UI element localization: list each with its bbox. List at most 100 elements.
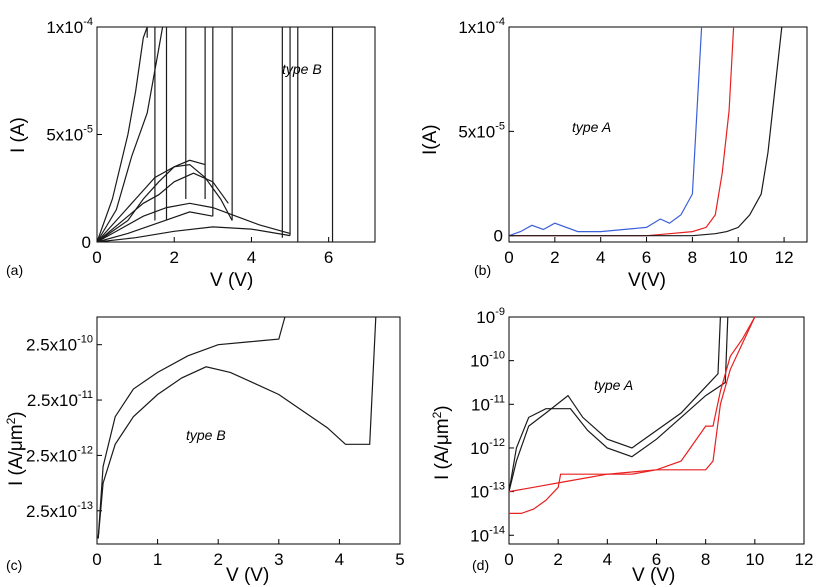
panel-a-frame bbox=[96, 26, 376, 243]
y-tick-mantissa: 10 bbox=[476, 308, 495, 327]
y-tick-label: 0 bbox=[82, 233, 91, 252]
y-tick-mantissa: 5x10 bbox=[458, 122, 495, 141]
x-tick-label: 2 bbox=[213, 550, 222, 569]
panel-c-y-label-sup: 2 bbox=[4, 417, 18, 424]
panel-a-x-label: V (V) bbox=[210, 270, 253, 291]
panel-d-y-label-end: ) bbox=[432, 405, 453, 411]
series-red2 bbox=[508, 316, 756, 493]
x-tick-label: 6 bbox=[324, 248, 333, 267]
x-tick-label: 2 bbox=[553, 550, 562, 569]
panel-d-y-label-main: I (A/μm bbox=[432, 418, 453, 480]
series-a6 bbox=[96, 211, 213, 243]
y-tick-mantissa: 10 bbox=[470, 352, 489, 371]
panel-b-label: (b) bbox=[474, 262, 491, 278]
panel-a-y-ticks: 0 5x10-5 1x10-4 bbox=[46, 16, 102, 252]
y-tick-label: 5x10-5 bbox=[46, 124, 93, 145]
panel-d-y-label: I (A/μm2) bbox=[430, 405, 453, 480]
x-tick-label: 2 bbox=[169, 248, 178, 267]
panel-d-x-label: V (V) bbox=[632, 565, 675, 586]
x-tick-label: 2 bbox=[550, 248, 559, 267]
series-a1 bbox=[96, 26, 148, 243]
y-tick-exponent: -10 bbox=[489, 350, 505, 362]
panel-a-x-ticks: 0 2 4 6 bbox=[92, 237, 333, 267]
panel-c-y-label: I (A/μm2) bbox=[4, 411, 27, 486]
y-tick-exponent: -14 bbox=[489, 524, 505, 536]
y-tick-label: 1x10-4 bbox=[458, 16, 505, 37]
y-tick-exponent: -10 bbox=[77, 334, 93, 346]
panel-a-y-label: I (A) bbox=[8, 117, 29, 153]
y-tick-label: 10-11 bbox=[471, 393, 505, 414]
panel-b-y-label: I(A) bbox=[420, 124, 441, 155]
y-tick-label: 2.5x10-10 bbox=[26, 334, 93, 355]
panel-b-series bbox=[508, 26, 783, 237]
y-tick-label: 2.5x10-12 bbox=[26, 444, 93, 465]
x-tick-label: 10 bbox=[729, 248, 748, 267]
y-tick-mantissa: 10 bbox=[471, 395, 490, 414]
panel-d-y-label-sup: 2 bbox=[430, 411, 444, 418]
panel-c-x-ticks: 0 1 2 3 4 5 bbox=[92, 539, 405, 569]
panel-c-label: (c) bbox=[6, 557, 22, 573]
y-tick-mantissa: 5x10 bbox=[46, 126, 83, 145]
panel-b-x-ticks: 0 2 4 6 8 10 12 bbox=[504, 237, 794, 267]
panel-d-series bbox=[508, 316, 756, 515]
y-tick-mantissa: 10 bbox=[470, 526, 489, 545]
panel-d-x-ticks: 0 2 4 6 8 10 12 bbox=[504, 539, 813, 569]
series-c1 bbox=[97, 316, 286, 539]
panel-c-frame bbox=[96, 316, 401, 545]
x-tick-label: 3 bbox=[274, 550, 283, 569]
series-a2 bbox=[96, 26, 164, 243]
x-tick-label: 4 bbox=[596, 248, 605, 267]
series-black bbox=[509, 26, 783, 237]
x-tick-label: 6 bbox=[642, 248, 651, 267]
y-tick-label: 2.5x10-13 bbox=[26, 500, 93, 521]
y-tick-exponent: -11 bbox=[490, 393, 505, 405]
series-blue bbox=[508, 26, 703, 237]
y-tick-exponent: -11 bbox=[78, 389, 93, 401]
y-tick-label: 10-9 bbox=[476, 306, 505, 327]
y-tick-mantissa: 2.5x10 bbox=[26, 336, 77, 355]
series-black1 bbox=[508, 316, 721, 492]
x-tick-label: 4 bbox=[335, 550, 344, 569]
panel-c-annotation: type B bbox=[186, 427, 226, 443]
y-tick-exponent: -12 bbox=[77, 444, 93, 456]
panel-a-annotation: type B bbox=[282, 61, 322, 77]
panel-c-y-label-main: I (A/μm bbox=[6, 424, 27, 486]
y-tick-label: 10-12 bbox=[470, 437, 505, 458]
y-tick-label: 2.5x10-11 bbox=[27, 389, 93, 410]
y-tick-exponent: -9 bbox=[495, 306, 505, 318]
x-tick-label: 5 bbox=[395, 550, 404, 569]
panel-c-series bbox=[97, 316, 377, 539]
x-tick-label: 0 bbox=[92, 248, 101, 267]
y-tick-mantissa: 10 bbox=[470, 483, 489, 502]
y-tick-mantissa: 1x10 bbox=[46, 18, 83, 37]
x-tick-label: 12 bbox=[795, 550, 814, 569]
y-tick-exponent: -13 bbox=[489, 481, 505, 493]
y-tick-mantissa: 2.5x10 bbox=[27, 391, 78, 410]
x-tick-label: 8 bbox=[688, 248, 697, 267]
series-black2 bbox=[508, 316, 729, 492]
x-tick-label: 6 bbox=[652, 550, 661, 569]
panel-b-x-label: V(V) bbox=[628, 270, 666, 291]
x-tick-label: 0 bbox=[504, 248, 513, 267]
panel-b: 0 2 4 6 8 10 12 0 5x10-5 1x10-4 type A V(V) I(A)… bbox=[420, 16, 808, 291]
panel-d: 0 2 4 6 8 10 12 10-910-1010-1110-1210-1310-14 … bbox=[430, 306, 813, 586]
y-tick-exponent: -4 bbox=[83, 16, 93, 28]
y-tick-label: 10-13 bbox=[470, 481, 505, 502]
x-tick-label: 4 bbox=[247, 248, 256, 267]
series-a7 bbox=[96, 226, 291, 243]
y-tick-label: 0 bbox=[494, 227, 503, 246]
x-tick-label: 0 bbox=[92, 550, 101, 569]
x-tick-label: 0 bbox=[504, 550, 513, 569]
panel-c-y-ticks: 2.5x10-102.5x10-112.5x10-122.5x10-13 bbox=[26, 334, 102, 521]
y-tick-exponent: -4 bbox=[495, 16, 505, 28]
y-tick-label: 10-10 bbox=[470, 350, 505, 371]
panel-a: 0 2 4 6 0 5x10-5 1x10-4 type B V (V) I (A) (a… bbox=[6, 16, 376, 291]
panel-b-frame bbox=[508, 26, 808, 243]
panel-b-y-ticks: 0 5x10-5 1x10-4 bbox=[458, 16, 514, 246]
x-tick-label: 4 bbox=[603, 550, 612, 569]
y-tick-mantissa: 2.5x10 bbox=[26, 446, 77, 465]
y-tick-mantissa: 10 bbox=[470, 439, 489, 458]
